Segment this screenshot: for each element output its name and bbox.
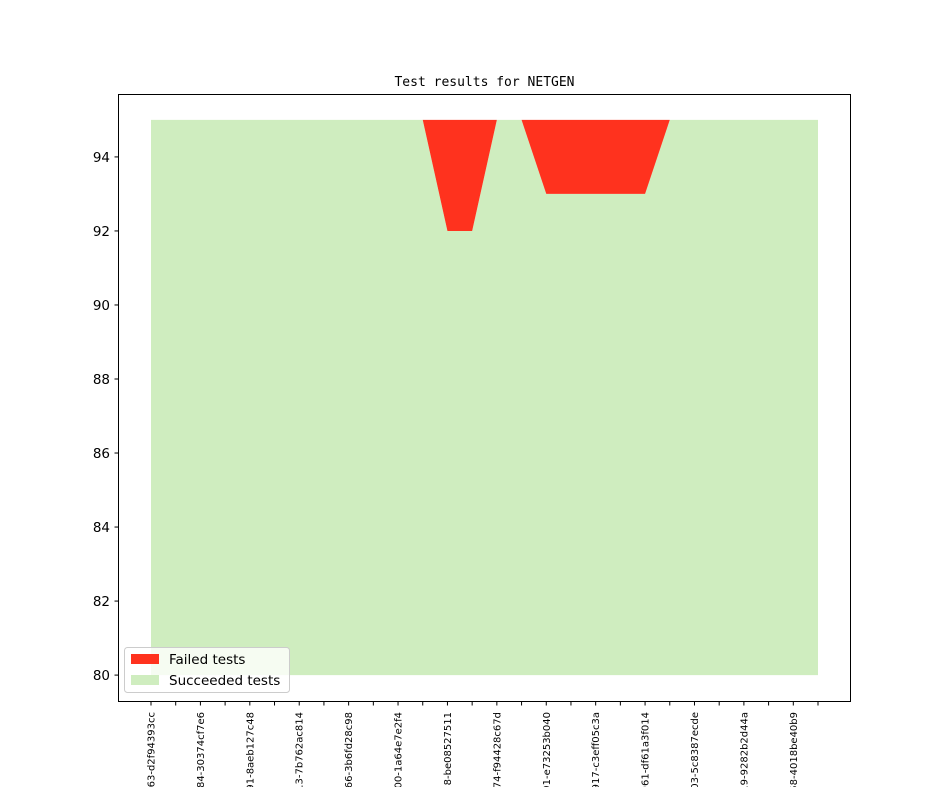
x-tick-label: 8-be08527511	[443, 712, 454, 785]
plot-area	[151, 119, 818, 676]
legend-swatch	[131, 675, 159, 685]
legend-label: Succeeded tests	[169, 673, 280, 689]
legend-box	[124, 647, 290, 693]
x-axis: 63-d2f94393cc 84-30374cf7e6 91-8aeb127c48 1…	[147, 701, 819, 787]
y-axis: 80 82 84 86 88 90 92 94	[93, 150, 119, 684]
succeeded-area	[151, 119, 818, 676]
y-tick-label: 88	[93, 372, 110, 388]
failed-area	[151, 119, 818, 231]
x-tick-label: 766-3b6fd28c98	[344, 712, 355, 787]
legend-label: Failed tests	[169, 652, 245, 668]
y-tick-label: 80	[93, 668, 110, 684]
x-tick-label: 00-1a64e7e2f4	[394, 712, 405, 787]
x-tick-label: 13-7b762ac814	[295, 712, 306, 787]
x-tick-label: 58-4018be40b9	[789, 712, 800, 787]
legend-swatch	[131, 654, 159, 664]
x-tick-label: 74-f94428c67d	[492, 712, 503, 787]
y-tick-label: 82	[93, 594, 110, 610]
x-tick-label: 91-8aeb127c48	[245, 712, 256, 787]
legend: Failed tests Succeeded tests	[124, 647, 290, 693]
x-tick-label: 19-9282b2d44a	[739, 712, 750, 787]
chart-title: Test results for NETGEN	[394, 75, 574, 90]
x-tick-label: 917-c3eff05c3a	[591, 712, 602, 787]
y-tick-label: 92	[93, 224, 110, 240]
x-tick-label: 03-5c8387ecde	[690, 712, 701, 787]
x-tick-label: 84-30374cf7e6	[196, 712, 207, 787]
x-tick-label: 961-df61a3f014	[641, 712, 652, 787]
y-tick-label: 90	[93, 298, 110, 314]
x-tick-label: 63-d2f94393cc	[147, 712, 158, 787]
y-tick-label: 94	[93, 150, 110, 166]
plot-frame	[118, 94, 851, 702]
x-tick-label: 91-e73253b040	[542, 712, 553, 787]
y-tick-label: 86	[93, 446, 110, 462]
y-tick-label: 84	[93, 520, 110, 536]
